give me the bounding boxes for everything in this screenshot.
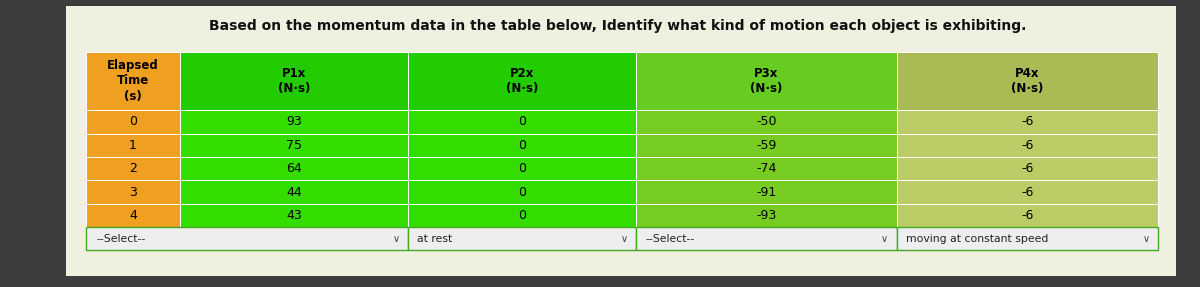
Text: P2x
(N·s): P2x (N·s) <box>506 67 538 95</box>
Bar <box>636 110 896 133</box>
Text: -6: -6 <box>1021 162 1033 175</box>
Bar <box>408 157 636 180</box>
Bar <box>636 227 896 250</box>
Bar <box>180 52 408 110</box>
Text: 44: 44 <box>286 186 301 199</box>
Text: -91: -91 <box>756 186 776 199</box>
Text: --Select--: --Select-- <box>646 234 695 244</box>
Bar <box>896 133 1158 157</box>
Text: ∨: ∨ <box>881 234 888 244</box>
Bar <box>636 157 896 180</box>
Text: 0: 0 <box>518 139 526 152</box>
Text: -74: -74 <box>756 162 776 175</box>
Bar <box>636 180 896 204</box>
Text: moving at constant speed: moving at constant speed <box>906 234 1049 244</box>
Bar <box>86 52 180 110</box>
Text: 43: 43 <box>286 209 301 222</box>
Text: P4x
(N·s): P4x (N·s) <box>1012 67 1044 95</box>
Bar <box>896 227 1158 250</box>
Text: 64: 64 <box>286 162 301 175</box>
Text: -6: -6 <box>1021 209 1033 222</box>
Bar <box>636 133 896 157</box>
Bar <box>636 52 896 110</box>
Text: 0: 0 <box>130 115 137 128</box>
Text: 0: 0 <box>518 209 526 222</box>
Text: 0: 0 <box>518 162 526 175</box>
Text: -50: -50 <box>756 115 776 128</box>
Bar <box>896 52 1158 110</box>
Bar <box>180 204 408 227</box>
Text: ∨: ∨ <box>392 234 400 244</box>
Text: ∨: ∨ <box>1142 234 1150 244</box>
Text: 4: 4 <box>130 209 137 222</box>
Bar <box>896 110 1158 133</box>
Text: Based on the momentum data in the table below, Identify what kind of motion each: Based on the momentum data in the table … <box>209 19 1027 33</box>
Text: P1x
(N·s): P1x (N·s) <box>277 67 310 95</box>
Bar <box>408 52 636 110</box>
Bar <box>86 133 180 157</box>
Bar <box>408 227 636 250</box>
Text: P3x
(N·s): P3x (N·s) <box>750 67 782 95</box>
Bar <box>408 180 636 204</box>
Text: -93: -93 <box>756 209 776 222</box>
Text: 2: 2 <box>130 162 137 175</box>
Text: -6: -6 <box>1021 115 1033 128</box>
Text: 0: 0 <box>518 115 526 128</box>
Bar <box>408 133 636 157</box>
Bar <box>86 204 180 227</box>
Bar <box>896 157 1158 180</box>
Bar <box>408 110 636 133</box>
Bar <box>636 204 896 227</box>
Text: 3: 3 <box>130 186 137 199</box>
Text: --Select--: --Select-- <box>96 234 145 244</box>
Text: ∨: ∨ <box>620 234 628 244</box>
Bar <box>86 227 408 250</box>
Bar <box>180 180 408 204</box>
Bar <box>896 204 1158 227</box>
Text: 1: 1 <box>130 139 137 152</box>
Bar <box>86 157 180 180</box>
Text: 0: 0 <box>518 186 526 199</box>
Text: -59: -59 <box>756 139 776 152</box>
Bar <box>86 180 180 204</box>
Text: 93: 93 <box>286 115 301 128</box>
Bar <box>408 204 636 227</box>
Text: -6: -6 <box>1021 186 1033 199</box>
Text: Elapsed
Time
(s): Elapsed Time (s) <box>107 59 158 103</box>
Bar <box>180 110 408 133</box>
Text: 75: 75 <box>286 139 301 152</box>
Text: at rest: at rest <box>418 234 452 244</box>
Bar <box>896 180 1158 204</box>
Bar <box>86 110 180 133</box>
Text: -6: -6 <box>1021 139 1033 152</box>
Bar <box>180 133 408 157</box>
Bar <box>180 157 408 180</box>
